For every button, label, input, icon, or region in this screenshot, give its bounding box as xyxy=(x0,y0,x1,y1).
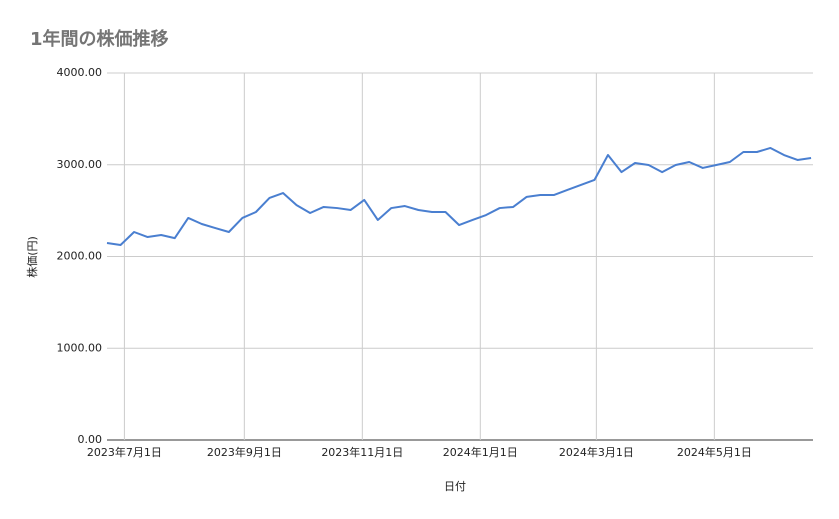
y-tick-label: 1000.00 xyxy=(57,341,103,354)
x-tick-label: 2023年7月1日 xyxy=(87,445,162,459)
x-axis-label: 日付 xyxy=(444,480,466,493)
x-tick-label: 2024年5月1日 xyxy=(677,445,752,459)
x-tick-label: 2023年11月1日 xyxy=(321,445,403,459)
y-tick-label: 0.00 xyxy=(78,433,103,446)
y-axis-label: 株価(円) xyxy=(25,236,39,278)
x-tick-label: 2024年3月1日 xyxy=(559,445,634,459)
series-line xyxy=(106,146,812,247)
x-tick-label: 2023年9月1日 xyxy=(207,445,282,459)
chart-title: 1年間の株価推移 xyxy=(30,28,169,50)
x-tick-label: 2024年1月1日 xyxy=(443,445,518,459)
y-tick-label: 3000.00 xyxy=(57,158,103,171)
y-tick-label: 2000.00 xyxy=(57,250,103,263)
y-tick-label: 4000.00 xyxy=(57,66,103,79)
